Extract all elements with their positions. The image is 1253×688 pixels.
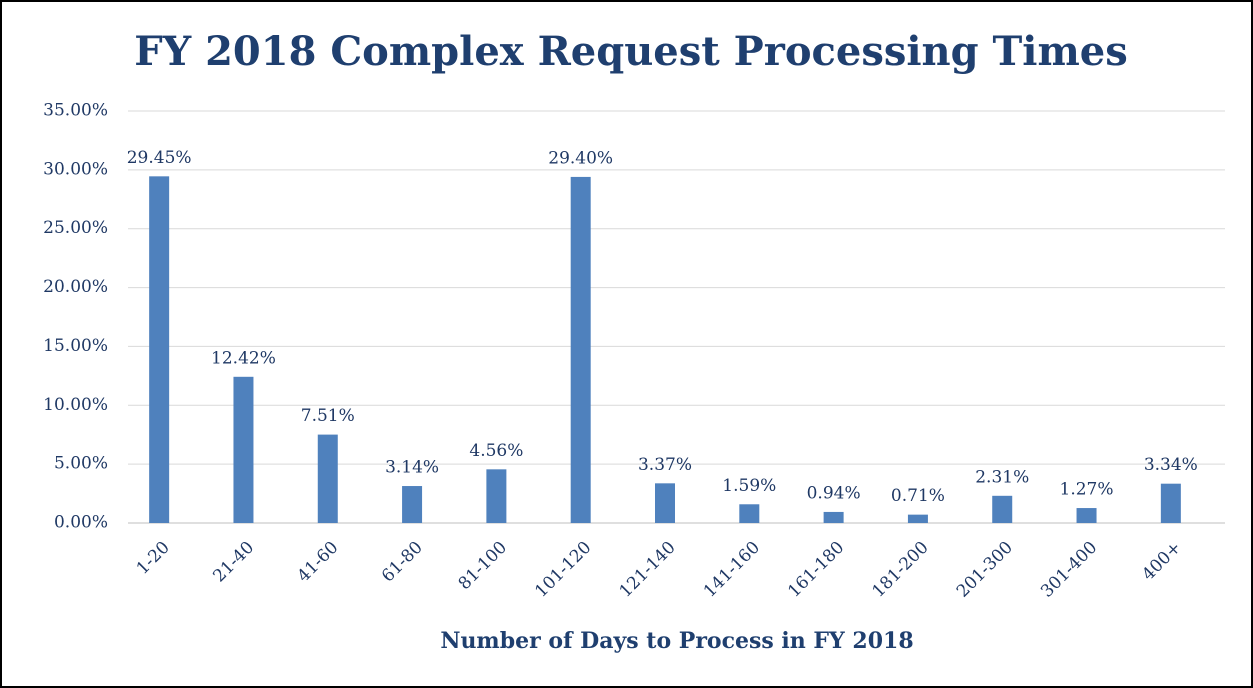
data-label: 29.45% <box>127 148 192 168</box>
bar <box>233 376 254 523</box>
data-label: 12.42% <box>211 348 276 368</box>
data-label: 3.37% <box>638 455 692 475</box>
data-label: 3.34% <box>1144 455 1198 475</box>
data-label: 3.14% <box>385 458 439 478</box>
bar <box>907 514 928 523</box>
bar <box>992 495 1013 523</box>
bar <box>1076 508 1097 523</box>
bar <box>486 469 507 523</box>
y-tick-label: 30.00% <box>43 159 108 179</box>
bar <box>317 434 338 523</box>
data-label: 1.59% <box>722 476 776 496</box>
y-tick-label: 5.00% <box>54 454 108 474</box>
y-tick-label: 35.00% <box>43 101 108 121</box>
y-tick-label: 25.00% <box>43 218 108 238</box>
data-label: 4.56% <box>469 441 523 461</box>
bar <box>402 486 423 523</box>
bar <box>1160 483 1181 523</box>
data-label: 7.51% <box>301 406 355 426</box>
bar <box>823 511 844 523</box>
data-label: 0.94% <box>807 483 861 503</box>
data-label: 2.31% <box>975 467 1029 487</box>
y-tick-label: 20.00% <box>43 277 108 297</box>
bar <box>655 483 675 523</box>
bar <box>149 176 170 523</box>
data-label: 0.71% <box>891 486 945 506</box>
y-tick-label: 10.00% <box>43 395 108 415</box>
y-tick-label: 0.00% <box>54 513 108 533</box>
bar <box>570 176 591 524</box>
chart-title: FY 2018 Complex Request Processing Times <box>134 28 1128 75</box>
data-label: 1.27% <box>1060 480 1114 500</box>
data-label: 29.40% <box>548 148 613 168</box>
bar <box>739 504 760 523</box>
x-axis-title: Number of Days to Process in FY 2018 <box>440 628 913 654</box>
y-tick-label: 15.00% <box>43 336 108 356</box>
